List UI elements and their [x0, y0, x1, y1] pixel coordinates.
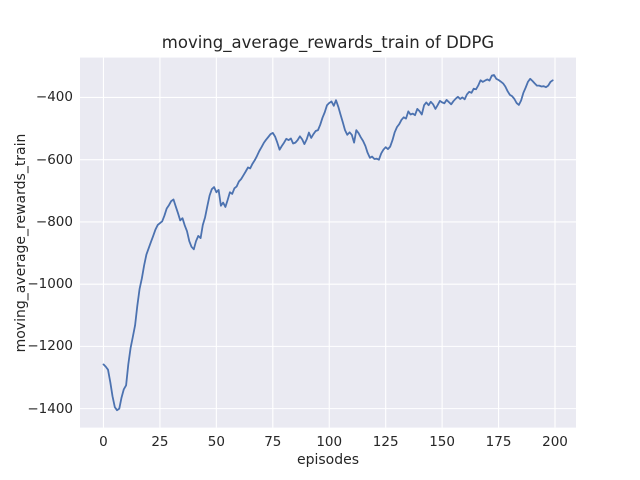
y-tick-label: −400 — [35, 89, 73, 106]
y-tick-label: −600 — [35, 151, 73, 168]
x-tick-label: 75 — [264, 433, 282, 450]
x-tick-label: 125 — [372, 433, 399, 450]
x-tick-label: 0 — [99, 433, 108, 450]
reward-line — [102, 74, 554, 412]
x-tick-label: 150 — [429, 433, 455, 450]
x-tick-label: 200 — [542, 433, 568, 450]
x-tick-label: 50 — [207, 433, 225, 450]
x-axis-label: episodes — [296, 452, 360, 468]
y-tick-label: −1200 — [27, 338, 73, 355]
y-tick-label: −1400 — [27, 400, 73, 417]
y-tick-label: −800 — [35, 213, 73, 230]
plot-background — [80, 57, 576, 428]
y-tick-label: −1000 — [27, 276, 73, 293]
x-tick-label: 100 — [316, 433, 343, 450]
x-tick-label: 175 — [485, 433, 512, 450]
chart-title: moving_average_rewards_train of DDPG — [161, 33, 495, 52]
x-tick-label: 25 — [151, 433, 169, 450]
y-axis-label: moving_average_rewards_train — [13, 133, 29, 353]
